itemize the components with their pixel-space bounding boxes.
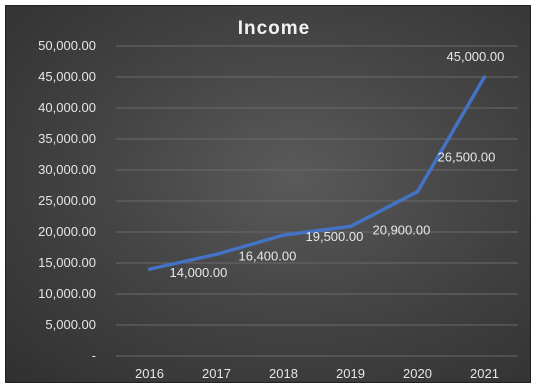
y-tick-label: 10,000.00 — [38, 286, 96, 301]
y-tick-label: 30,000.00 — [38, 162, 96, 177]
data-label: 19,500.00 — [306, 229, 364, 244]
series-layer — [147, 75, 487, 271]
data-labels: 14,000.00 16,400.00 19,500.00 20,900.00 26,5… — [170, 49, 505, 280]
x-tick-label: 2018 — [269, 366, 298, 381]
x-axis-ticks: 2016 2017 2018 2019 2020 2021 — [135, 366, 499, 381]
x-tick-label: 2016 — [135, 366, 164, 381]
x-tick-label: 2017 — [202, 366, 231, 381]
gridlines — [116, 45, 518, 357]
x-tick-label: 2021 — [470, 366, 499, 381]
x-tick-label: 2019 — [336, 366, 365, 381]
y-tick-label: - — [92, 348, 96, 363]
data-label: 26,500.00 — [438, 150, 496, 165]
data-label: 20,900.00 — [373, 222, 431, 237]
chart-title: Income — [238, 18, 311, 39]
income-line-chart: Income - 5,000.00 10,000.00 15,000.00 20,000… — [38, 18, 518, 381]
y-tick-label: 45,000.00 — [38, 69, 96, 84]
y-tick-label: 5,000.00 — [45, 317, 96, 332]
x-tick-label: 2020 — [403, 366, 432, 381]
income-series-line — [147, 75, 487, 271]
data-label: 14,000.00 — [170, 265, 228, 280]
data-label: 45,000.00 — [447, 49, 505, 64]
y-tick-label: 50,000.00 — [38, 38, 96, 53]
y-tick-label: 40,000.00 — [38, 100, 96, 115]
y-tick-label: 25,000.00 — [38, 193, 96, 208]
y-axis-ticks: - 5,000.00 10,000.00 15,000.00 20,000.00 25,0… — [38, 38, 96, 363]
chart-area: Income - 5,000.00 10,000.00 15,000.00 20,000… — [5, 5, 531, 383]
y-tick-label: 15,000.00 — [38, 255, 96, 270]
y-tick-label: 20,000.00 — [38, 224, 96, 239]
y-tick-label: 35,000.00 — [38, 131, 96, 146]
data-label: 16,400.00 — [239, 248, 297, 263]
